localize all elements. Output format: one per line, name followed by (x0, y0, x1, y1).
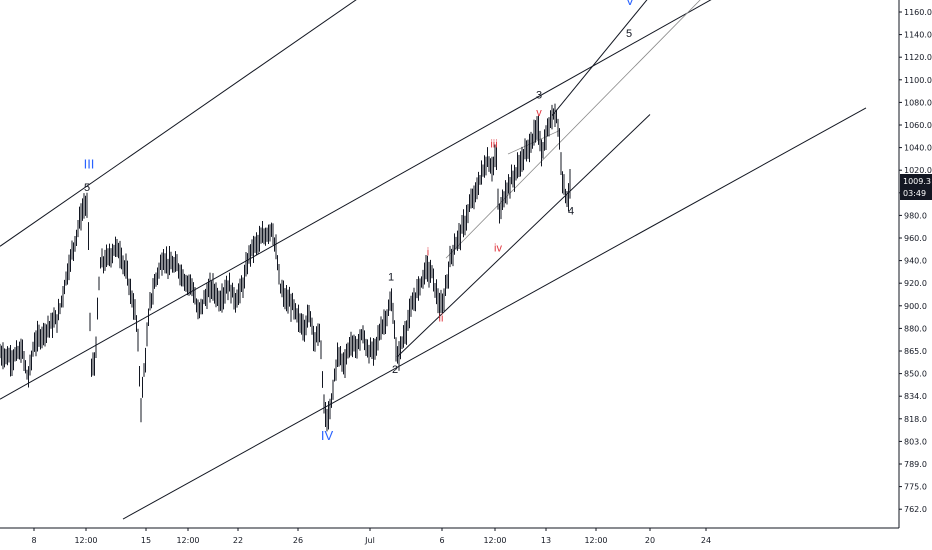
price-tick-label: 1020.0 (904, 166, 932, 175)
time-tick-label: 8 (31, 536, 36, 545)
countdown-label: 03:49 (903, 189, 926, 198)
time-tick-label: 20 (645, 536, 655, 545)
price-tick-label: 789.0 (904, 460, 927, 469)
price-tick-label: 880.0 (904, 324, 927, 333)
price-tick-label: 818.0 (904, 415, 927, 424)
price-tick-label: 850.0 (904, 370, 927, 379)
wave-label: i (427, 247, 429, 259)
price-tick-label: 1080.0 (904, 98, 932, 107)
channel-lines[interactable] (0, 0, 867, 520)
price-tick-label: 834.0 (904, 392, 927, 401)
time-tick-label: 12:00 (176, 536, 199, 545)
time-axis[interactable]: 8 12:00 15 12:00 22 26 Jul 6 12:00 13 12:00 20 24 (0, 527, 899, 545)
time-tick-label: 6 (439, 536, 444, 545)
price-tick-label: 803.0 (904, 437, 927, 446)
price-tick-label: 762.0 (904, 505, 927, 514)
time-tick-label: 12:00 (74, 536, 97, 545)
diagonal-line-c[interactable] (445, 0, 708, 259)
time-tick-label: 12:00 (483, 536, 506, 545)
price-tick-label: 1160.0 (904, 8, 932, 17)
upper-channel-line[interactable] (0, 0, 455, 247)
price-tick-label: 1100.0 (904, 76, 932, 85)
price-tick-label: 980.0 (904, 211, 927, 220)
candlestick-series (0, 103, 571, 432)
price-badge-bg (900, 174, 932, 200)
wave-label: iii (490, 138, 497, 150)
wave-label: iv (494, 243, 502, 255)
wave-label: 4 (568, 206, 574, 218)
wave-label: 3 (536, 90, 542, 102)
price-tick-label: 920.0 (904, 279, 927, 288)
price-tick-label: 865.0 (904, 347, 927, 356)
lower-channel-line[interactable] (122, 107, 867, 520)
diagonal-line-b[interactable] (551, 0, 703, 117)
time-tick-label: 15 (141, 536, 151, 545)
time-tick-label: 24 (701, 536, 711, 545)
price-tick-label: 900.0 (904, 302, 927, 311)
price-tick-label: 1060.0 (904, 121, 932, 130)
price-tick-label: 1120.0 (904, 53, 932, 62)
time-tick-label: 26 (293, 536, 303, 545)
last-price-label: 1009.3 (903, 177, 931, 186)
wave-label: ii (439, 312, 444, 324)
wave-label: V (626, 0, 635, 8)
wave-label: III (84, 157, 95, 172)
wave-label: IV (321, 428, 334, 443)
price-tick-label: 1040.0 (904, 144, 932, 153)
wave-label: 5 (626, 28, 632, 40)
time-tick-label: 13 (541, 536, 551, 545)
price-tick-label: 775.0 (904, 483, 927, 492)
time-tick-label: Jul (364, 536, 375, 545)
time-tick-label: 22 (233, 536, 243, 545)
wave-label: 2 (392, 364, 398, 376)
price-axis[interactable]: 1160.0 1140.0 1120.0 1100.0 1080.0 1060.0 1040… (898, 0, 932, 528)
price-tick-label: 960.0 (904, 234, 927, 243)
wave-label: 5 (84, 182, 90, 194)
price-tick-label: 940.0 (904, 257, 927, 266)
price-tick-label: 1140.0 (904, 31, 932, 40)
wave-label: 1 (388, 272, 394, 284)
middle-channel-line[interactable] (0, 0, 760, 400)
wave-label: v (536, 107, 542, 119)
time-tick-label: 12:00 (584, 536, 607, 545)
